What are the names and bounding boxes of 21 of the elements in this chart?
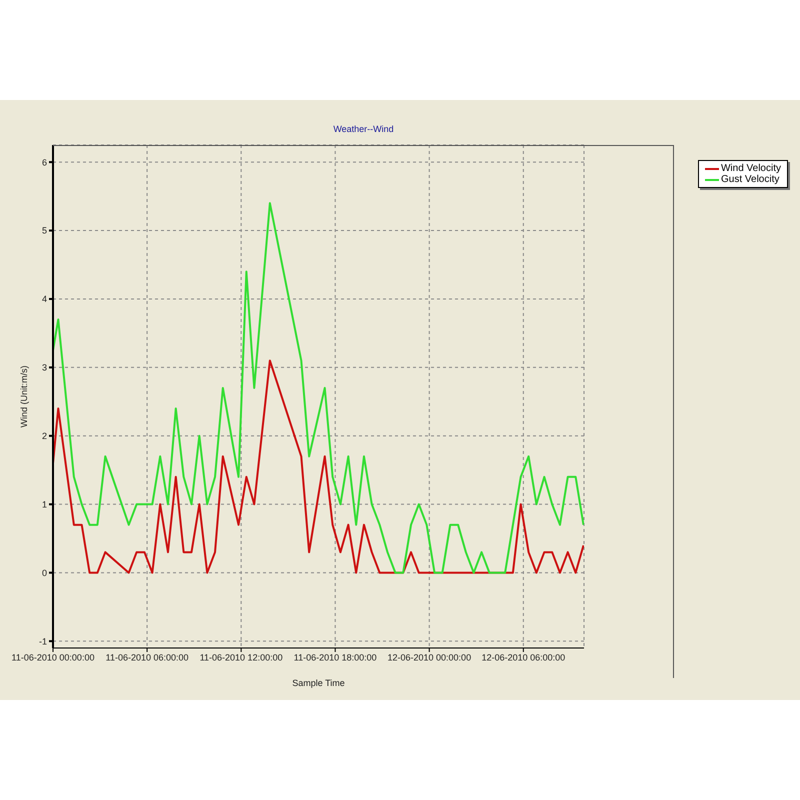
- x-tick-label: 11-06-2010 00:00:00: [12, 652, 94, 662]
- y-tick-label: 5: [42, 226, 47, 236]
- line-series: [53, 202, 584, 574]
- x-tick-label: 11-06-2010 18:00:00: [294, 652, 377, 662]
- y-tick-label: 0: [42, 568, 47, 578]
- x-tick-label: 12-06-2010 00:00:00: [388, 652, 472, 662]
- y-tick-label: 3: [42, 362, 47, 373]
- line-series: [53, 360, 584, 574]
- y-tick-label: 1: [42, 499, 47, 510]
- y-tick-label: 2: [42, 431, 47, 442]
- chart-title: Weather--Wind: [332, 124, 395, 134]
- x-tick-label: 12-06-2010 06:00:00: [482, 652, 566, 662]
- y-axis-title: Wind (Unit:m/s): [19, 365, 30, 428]
- legend-label: Wind Velocity: [720, 163, 781, 174]
- x-tick-label: 11-06-2010 06:00:00: [106, 652, 189, 662]
- y-tick-label: 4: [42, 294, 47, 304]
- y-tick-label: 6: [42, 157, 47, 168]
- y-tick-label: -1: [38, 636, 47, 646]
- legend-label: Gust Velocity: [720, 174, 780, 185]
- x-tick-label: 11-06-2010 12:00:00: [200, 652, 283, 662]
- x-axis-title: Sample Time: [292, 678, 345, 688]
